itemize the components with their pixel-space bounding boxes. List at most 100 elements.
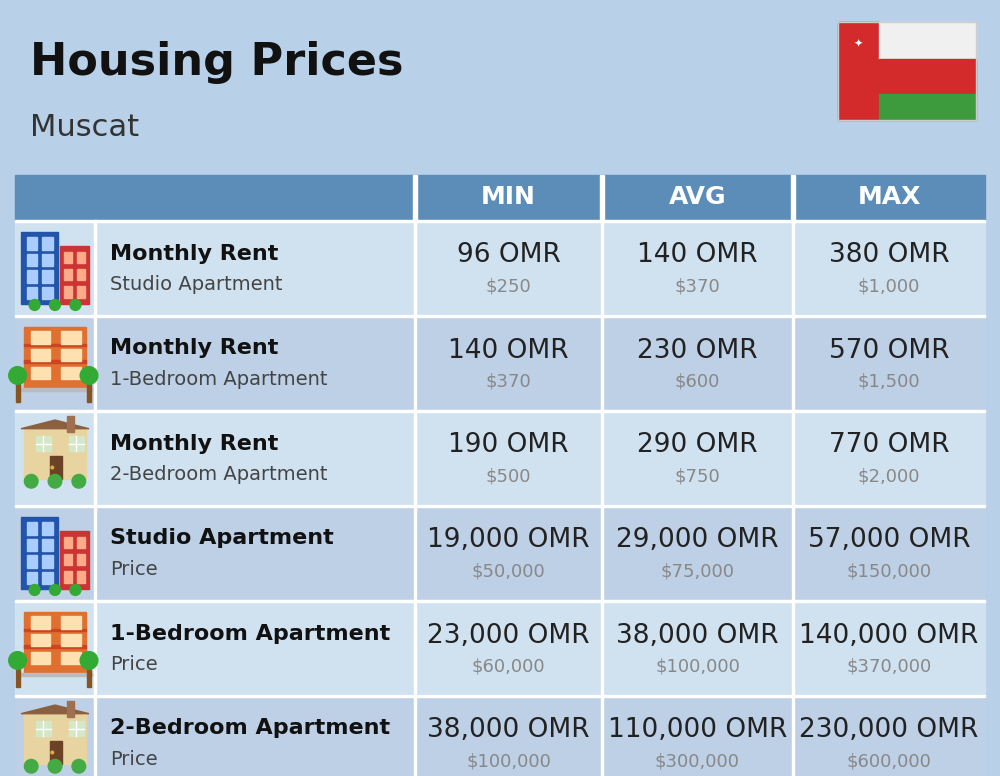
Bar [16, 669, 20, 687]
Text: 140 OMR: 140 OMR [448, 338, 569, 363]
Text: Price: Price [110, 750, 158, 769]
Bar [61, 616, 81, 629]
Bar [64, 537, 72, 548]
Circle shape [80, 366, 98, 384]
Bar [61, 634, 81, 646]
Text: 1-Bedroom Apartment: 1-Bedroom Apartment [110, 623, 390, 643]
Text: $75,000: $75,000 [660, 563, 734, 580]
Bar [27, 556, 37, 567]
Bar [31, 616, 50, 629]
Circle shape [9, 652, 26, 669]
Text: Monthly Rent: Monthly Rent [110, 244, 278, 264]
Bar [77, 269, 85, 280]
Bar [42, 572, 53, 584]
Bar [15, 315, 985, 317]
Bar [94, 315, 96, 410]
Text: $250: $250 [486, 278, 531, 296]
Text: 110,000 OMR: 110,000 OMR [608, 718, 787, 743]
Bar [879, 59, 976, 94]
Bar [27, 270, 37, 282]
Circle shape [48, 474, 62, 488]
Bar [601, 600, 603, 695]
Text: Muscat: Muscat [30, 113, 139, 143]
Text: $50,000: $50,000 [472, 563, 545, 580]
Bar [77, 571, 85, 583]
Bar [16, 384, 20, 402]
Bar [42, 254, 53, 266]
Circle shape [24, 474, 38, 488]
Bar [21, 517, 58, 588]
Bar [94, 410, 96, 505]
Bar [24, 327, 86, 388]
Circle shape [48, 760, 62, 773]
Text: 96 OMR: 96 OMR [457, 242, 560, 268]
Bar [64, 286, 72, 298]
Bar [31, 652, 50, 664]
Bar [414, 505, 416, 600]
Circle shape [70, 584, 81, 595]
Bar [838, 22, 976, 120]
Text: $370: $370 [486, 372, 531, 390]
Text: 230 OMR: 230 OMR [637, 338, 758, 363]
Bar [94, 600, 96, 695]
Text: 38,000 OMR: 38,000 OMR [616, 622, 779, 649]
Bar [27, 522, 37, 535]
Bar [601, 220, 603, 315]
Bar [15, 315, 985, 410]
Bar [36, 721, 51, 736]
Bar [414, 315, 416, 410]
Circle shape [50, 584, 60, 595]
Text: 770 OMR: 770 OMR [829, 432, 949, 459]
Bar [31, 367, 50, 379]
Bar [413, 175, 417, 220]
Text: 140 OMR: 140 OMR [637, 242, 758, 268]
Bar [60, 246, 89, 303]
Bar [27, 254, 37, 266]
Bar [77, 286, 85, 298]
Text: 23,000 OMR: 23,000 OMR [427, 622, 590, 649]
Text: $2,000: $2,000 [858, 467, 920, 486]
Text: Studio Apartment: Studio Apartment [110, 275, 283, 294]
Text: $500: $500 [486, 467, 531, 486]
Bar [42, 556, 53, 567]
Text: 230,000 OMR: 230,000 OMR [799, 718, 979, 743]
Bar [792, 600, 794, 695]
Circle shape [24, 760, 38, 773]
Bar [64, 571, 72, 583]
Bar [15, 220, 985, 222]
Bar [15, 220, 985, 315]
Bar [414, 410, 416, 505]
Circle shape [29, 300, 40, 310]
Bar [792, 220, 794, 315]
Text: Housing Prices: Housing Prices [30, 40, 404, 84]
Bar [879, 22, 976, 59]
Text: $60,000: $60,000 [472, 657, 545, 675]
Bar [15, 410, 985, 505]
Bar [18, 673, 92, 677]
Bar [792, 695, 794, 776]
Bar [24, 714, 86, 764]
Circle shape [80, 652, 98, 669]
Bar [601, 315, 603, 410]
Bar [42, 539, 53, 551]
Bar [15, 695, 985, 697]
Text: $100,000: $100,000 [466, 753, 551, 771]
Circle shape [29, 584, 40, 595]
Text: $370,000: $370,000 [846, 657, 932, 675]
Text: Monthly Rent: Monthly Rent [110, 434, 278, 453]
Bar [87, 384, 91, 402]
Text: 190 OMR: 190 OMR [448, 432, 569, 459]
Text: $1,000: $1,000 [858, 278, 920, 296]
Bar [414, 600, 416, 695]
Text: AVG: AVG [669, 185, 726, 210]
Text: 29,000 OMR: 29,000 OMR [616, 528, 779, 553]
Bar [42, 270, 53, 282]
Bar [64, 251, 72, 263]
Text: Price: Price [110, 560, 158, 579]
Bar [792, 505, 794, 600]
Bar [94, 695, 96, 776]
Bar [791, 175, 795, 220]
Bar [24, 629, 86, 631]
Text: MAX: MAX [857, 185, 921, 210]
Bar [18, 388, 92, 391]
